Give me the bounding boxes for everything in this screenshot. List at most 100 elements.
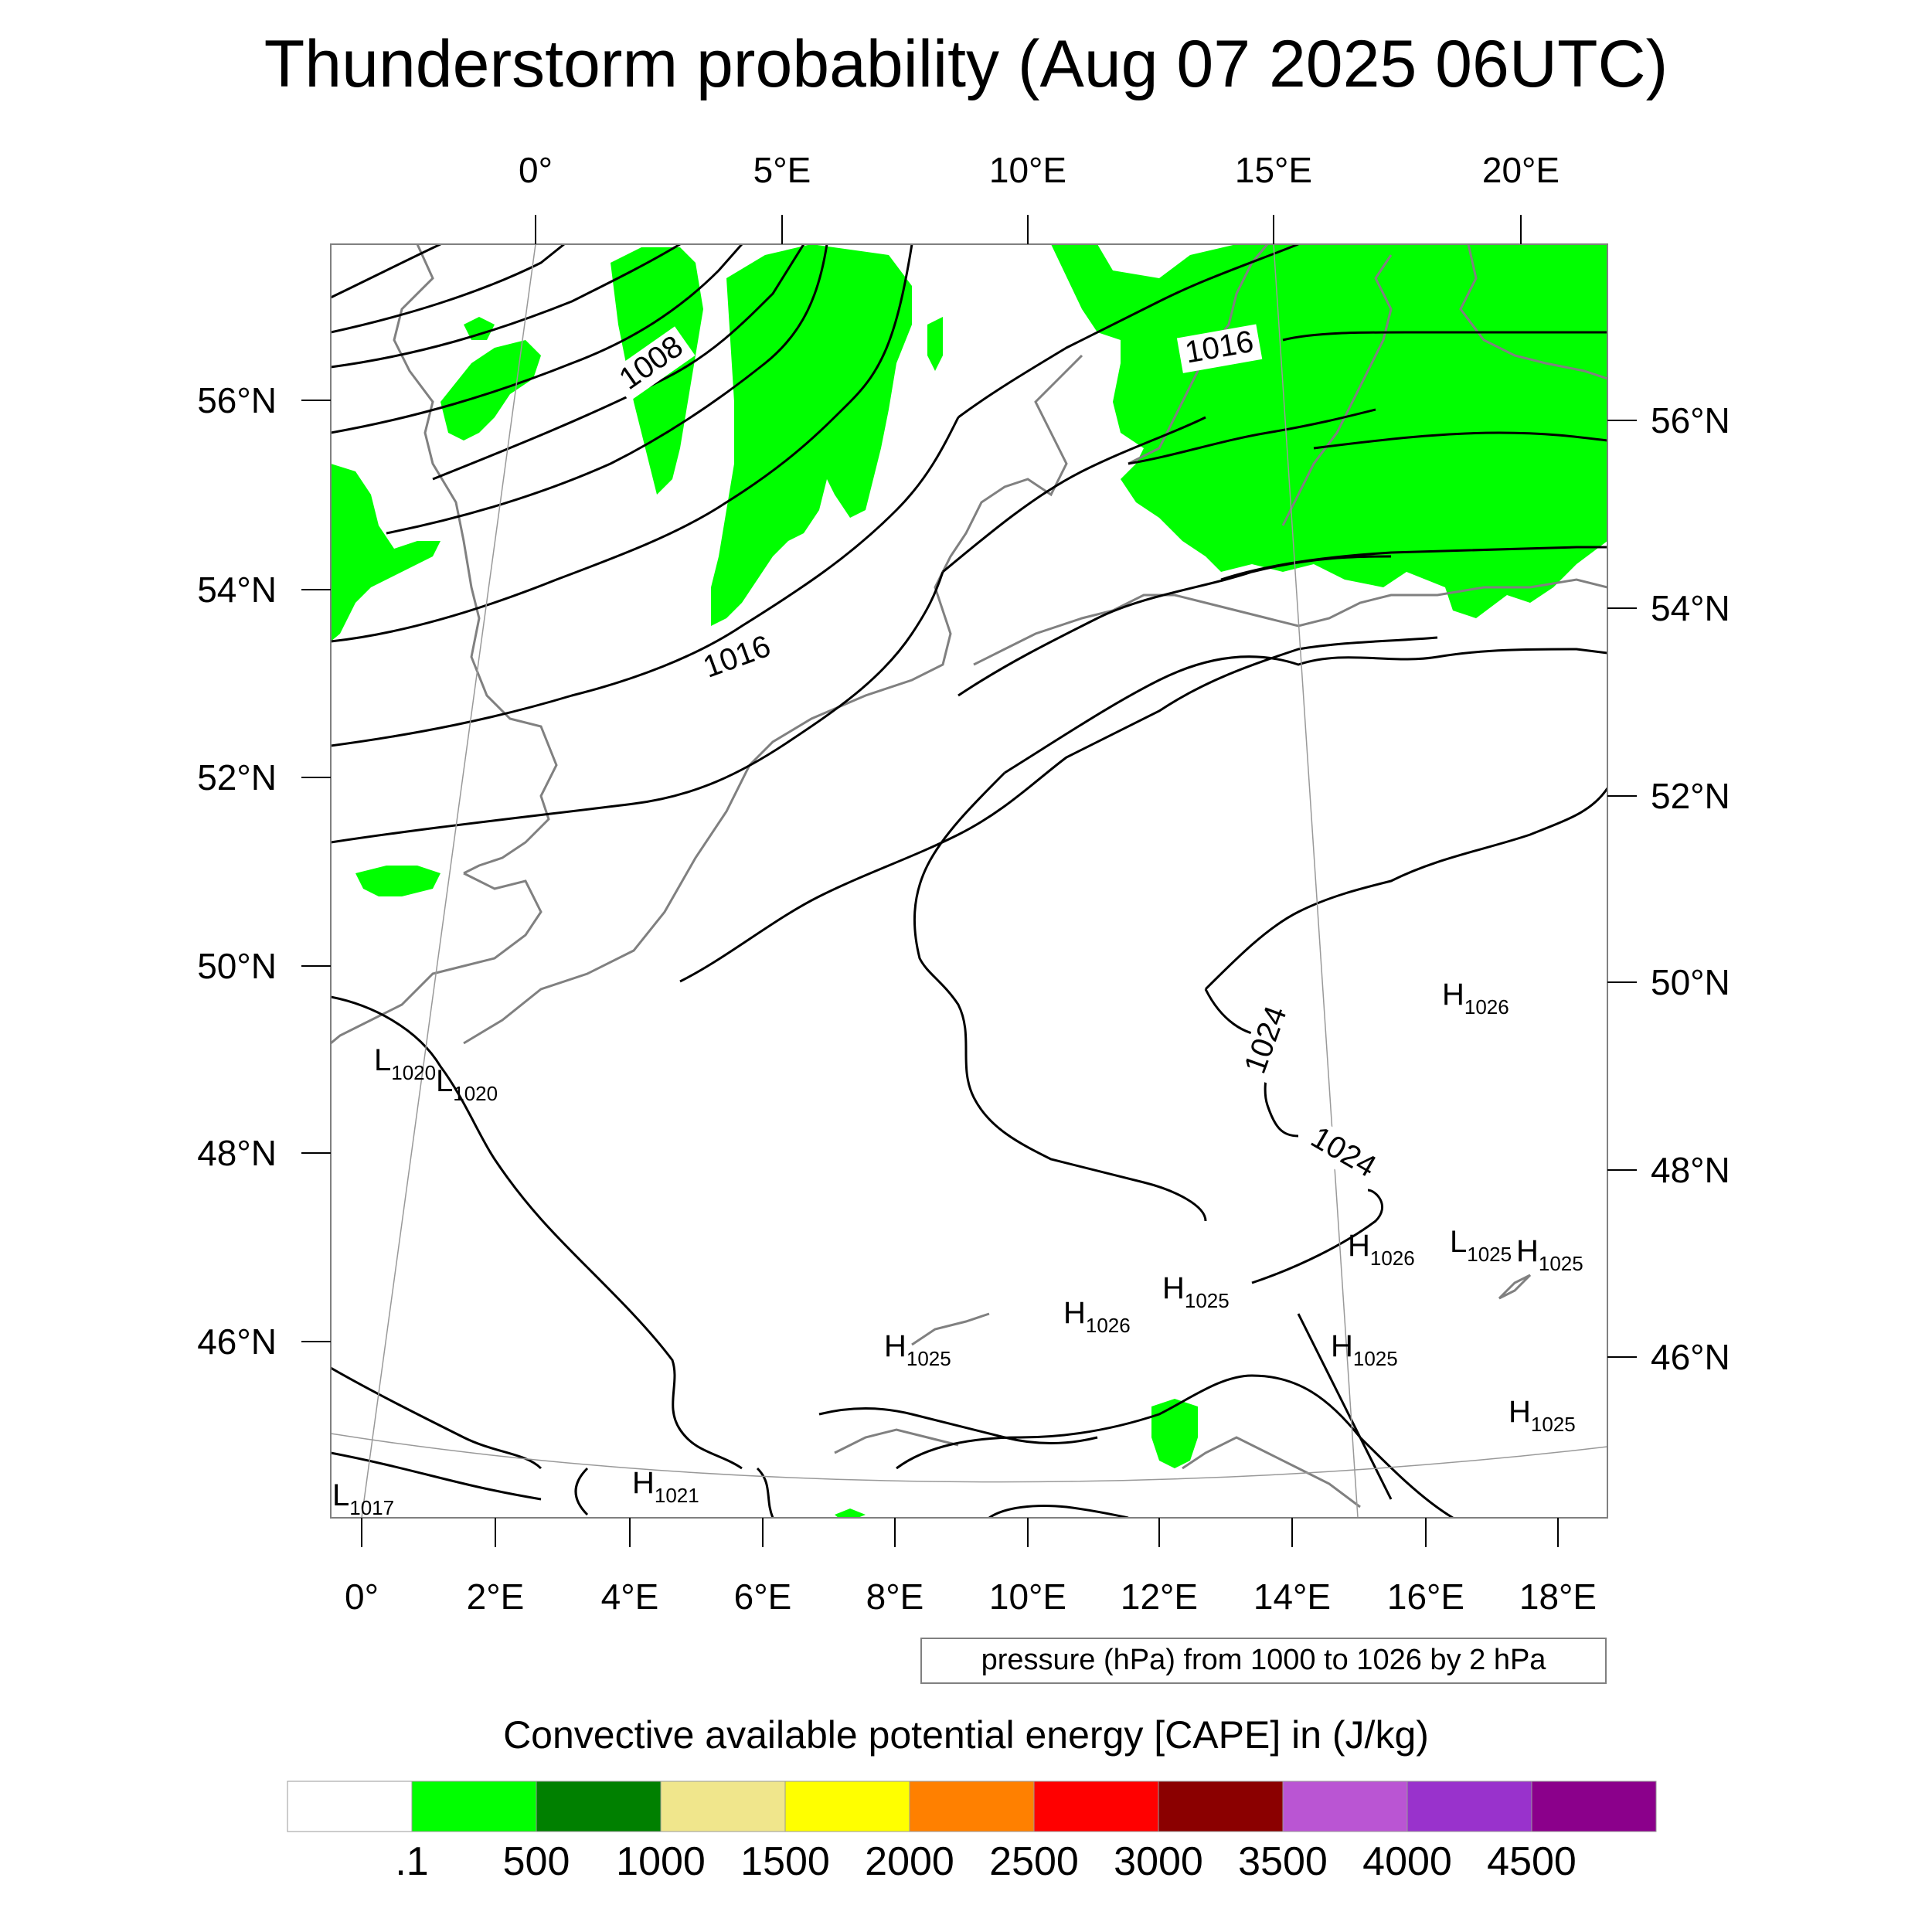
pressure-center-letter: L: [374, 1043, 391, 1077]
top-lon-label: 5°E: [753, 150, 811, 190]
bottom-lon-label: 14°E: [1253, 1577, 1331, 1617]
contour-info-box: pressure (hPa) from 1000 to 1026 by 2 hP…: [920, 1638, 1607, 1684]
pressure-center-letter: H: [1348, 1229, 1370, 1263]
colorbar-box: [784, 1781, 910, 1832]
bottom-lon-label: 12°E: [1121, 1577, 1198, 1617]
top-lon-label: 10°E: [989, 150, 1066, 190]
isobar-line: [331, 244, 743, 434]
left-lat-labels: 56°N 54°N 52°N 50°N 48°N 46°N: [197, 380, 277, 1362]
pressure-center-letter: H: [884, 1329, 906, 1363]
pressure-center-letter: L: [1450, 1225, 1467, 1259]
isobar-line: [957, 244, 1299, 419]
colorbar-label: 4000: [1362, 1839, 1452, 1884]
bottom-lon-label: 8°E: [866, 1577, 924, 1617]
left-lat-label: 50°N: [197, 946, 277, 986]
isobar-line: [331, 995, 743, 1470]
isobar-line: [331, 417, 960, 747]
pressure-center: L1020: [374, 1043, 436, 1084]
pressure-center-value: 1026: [1464, 995, 1509, 1019]
colorbar-box: [287, 1781, 413, 1832]
colorbar-label: 1500: [740, 1839, 830, 1884]
colorbar-label: 3000: [1114, 1839, 1203, 1884]
bottom-lon-labels: 0° 2°E 4°E 6°E 8°E 10°E 12°E 14°E 16°E 1…: [345, 1577, 1597, 1617]
pressure-center: H1025: [1509, 1395, 1576, 1436]
cape-region-scotland-east: [464, 317, 495, 340]
isobar-line: [331, 244, 681, 369]
isobar-line: [988, 1505, 1129, 1518]
bottom-lon-label: 18°E: [1519, 1577, 1597, 1617]
pressure-center-letter: H: [1442, 978, 1464, 1012]
top-lon-label: 15°E: [1235, 150, 1312, 190]
isobar-layer: [331, 244, 1607, 1518]
pressure-center-letter: H: [1516, 1234, 1539, 1268]
colorbar-label: 500: [503, 1839, 570, 1884]
cape-region-north-east-uk: [440, 340, 541, 440]
cape-region-south-spot: [835, 1509, 866, 1518]
colorbar-label: 4500: [1487, 1839, 1577, 1884]
map-border: [330, 243, 1608, 1519]
graticule-border: [331, 244, 1607, 1518]
bottom-lon-label: 16°E: [1387, 1577, 1464, 1617]
coastline-finland: [1459, 244, 1607, 380]
colorbar-box: [1406, 1781, 1532, 1832]
map-title: Thunderstorm probability (Aug 07 2025 06…: [264, 27, 1668, 101]
isobar-line: [1004, 648, 1607, 774]
pressure-center-value: 1025: [1531, 1413, 1576, 1436]
tick-marks: [301, 215, 1637, 1547]
pressure-center: H1021: [632, 1466, 699, 1507]
pressure-center: H1025: [1516, 1234, 1583, 1275]
coastline-continent: [463, 354, 1083, 1045]
colorbar-box: [1158, 1781, 1284, 1832]
top-lon-label: 0°: [519, 150, 553, 190]
cape-region-scotland-west: [331, 464, 440, 641]
colorbar-box: [1531, 1781, 1657, 1832]
pressure-center-value: 1021: [655, 1484, 699, 1507]
isobar-line: [331, 571, 944, 844]
isobar-line: [574, 1467, 589, 1516]
isobar-line: [896, 1374, 1454, 1518]
isobar-line: [1313, 431, 1607, 450]
isobar-line: [1282, 331, 1607, 342]
isobar-line: [331, 244, 441, 299]
pressure-center: H1026: [1442, 978, 1509, 1019]
bottom-lon-label: 10°E: [989, 1577, 1066, 1617]
colorbar-box: [1282, 1781, 1408, 1832]
isobar-label-bg: [1298, 1117, 1387, 1189]
graticule-lat-45: [331, 1433, 1607, 1483]
isobar-label-bg: [1236, 996, 1298, 1084]
coastline-baltic-south: [973, 578, 1607, 666]
pressure-center: H1025: [1331, 1329, 1398, 1370]
right-lat-label: 54°N: [1651, 588, 1730, 628]
pressure-center-value: 1026: [1370, 1247, 1415, 1270]
colorbar-box: [909, 1781, 1035, 1832]
pressure-center-value: 1025: [1467, 1243, 1512, 1266]
contour-info-text: pressure (hPa) from 1000 to 1026 by 2 hP…: [981, 1644, 1547, 1676]
graticule-lon-0: [361, 244, 536, 1518]
isobar-line: [331, 244, 565, 334]
pressure-center-value: 1025: [906, 1347, 951, 1370]
left-lat-label: 46°N: [197, 1321, 277, 1362]
graticule-lon-15: [1273, 244, 1359, 1518]
isobar-line: [913, 771, 1207, 1222]
isobar-label-bg: [608, 326, 696, 402]
colorbar-box: [1033, 1781, 1159, 1832]
colorbar-label: 3500: [1238, 1839, 1328, 1884]
pressure-center: H1026: [1063, 1296, 1131, 1337]
coastline-sweden-east: [1281, 254, 1393, 526]
isobar-line: [957, 555, 1392, 697]
top-lon-labels: 0° 5°E 10°E 15°E 20°E: [519, 150, 1560, 190]
cape-region-north-sea-central: [711, 244, 912, 626]
pressure-center: H1025: [1162, 1271, 1230, 1312]
pressure-center-value: 1020: [391, 1061, 436, 1084]
isobar-line: [1204, 787, 1607, 991]
left-lat-label: 52°N: [197, 757, 277, 798]
colorbar-box: [411, 1781, 537, 1832]
isobar-label-bg: [1176, 324, 1263, 373]
cape-region-adriatic: [1151, 1399, 1198, 1468]
map-plot-area: [330, 243, 1608, 1519]
pressure-center-letter: L: [332, 1478, 349, 1512]
isobar-line: [386, 244, 828, 535]
isobar-line: [1297, 1313, 1393, 1500]
coastline-ligurian: [834, 1428, 959, 1454]
cape-region-wales: [355, 866, 440, 896]
